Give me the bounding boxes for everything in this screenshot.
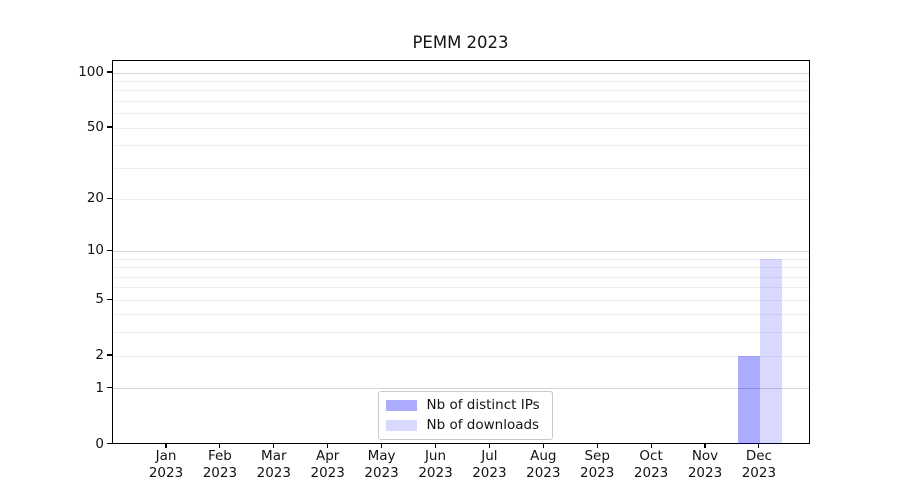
x-tick-label: Dec 2023 — [724, 448, 794, 482]
y-tick-mark — [107, 197, 112, 200]
x-tick-label: Apr 2023 — [293, 448, 363, 482]
x-tick-mark — [488, 443, 490, 448]
x-tick-year: 2023 — [633, 464, 669, 481]
x-tick-month: Jan — [155, 447, 177, 464]
x-tick-mark — [327, 443, 329, 448]
legend-swatch — [385, 399, 417, 412]
y-gridline-minor — [113, 267, 809, 269]
x-tick-label: Sep 2023 — [562, 448, 632, 482]
x-tick-month: Nov — [691, 447, 719, 464]
x-tick-year: 2023 — [202, 464, 238, 481]
x-tick-month: Mar — [261, 447, 287, 464]
x-tick-month: Dec — [745, 447, 772, 464]
y-tick-label: 20 — [86, 190, 104, 207]
x-tick-year: 2023 — [526, 464, 561, 481]
y-tick-mark — [107, 298, 112, 300]
x-tick-year: 2023 — [148, 464, 184, 481]
legend-swatch — [385, 419, 417, 432]
x-tick-mark — [704, 443, 706, 448]
y-gridline-minor — [113, 276, 809, 278]
bar-nb-of-downloads — [759, 259, 782, 445]
x-tick-year: 2023 — [741, 464, 777, 481]
y-gridline-minor — [113, 113, 809, 115]
y-tick-mark — [107, 387, 112, 389]
x-tick-year: 2023 — [310, 464, 345, 481]
x-tick-month: Feb — [207, 447, 232, 464]
x-tick-month: Jul — [481, 447, 498, 464]
x-tick-year: 2023 — [256, 464, 291, 481]
legend-label: Nb of downloads — [426, 417, 540, 433]
y-tick-label: 1 — [95, 379, 104, 396]
y-gridline-minor — [113, 258, 809, 260]
y-gridline-minor — [113, 299, 809, 301]
x-tick-year: 2023 — [580, 464, 615, 481]
y-tick-label: 10 — [86, 242, 104, 259]
x-tick-year: 2023 — [472, 464, 507, 481]
y-gridline-minor — [113, 100, 809, 102]
x-tick-month: Jun — [424, 447, 447, 464]
y-tick-label: 0 — [95, 435, 104, 452]
bar-nb-of-distinct-ips — [737, 356, 760, 445]
plot-area — [112, 59, 810, 445]
x-tick-year: 2023 — [687, 464, 723, 481]
x-tick-month: Apr — [316, 447, 340, 464]
y-gridline-minor — [113, 198, 809, 200]
y-gridline-minor — [113, 80, 809, 82]
chart-title: PEMM 2023 — [412, 33, 509, 52]
x-tick-label: Jan 2023 — [131, 448, 201, 482]
y-gridline-minor — [113, 145, 809, 147]
x-tick-month: Sep — [584, 447, 610, 464]
x-tick-mark — [219, 443, 221, 448]
y-tick-label: 100 — [78, 64, 104, 81]
x-tick-mark — [758, 443, 760, 448]
y-gridline-major — [113, 72, 809, 74]
x-tick-year: 2023 — [364, 464, 399, 481]
x-tick-label: Aug 2023 — [508, 448, 578, 482]
legend-item: Nb of downloads — [385, 417, 540, 433]
x-tick-month: Aug — [530, 447, 557, 464]
legend: Nb of distinct IPs Nb of downloads — [377, 391, 553, 440]
y-gridline-minor — [113, 167, 809, 169]
y-tick-mark — [107, 71, 112, 73]
x-tick-label: Nov 2023 — [670, 448, 740, 482]
y-gridline-minor — [113, 90, 809, 92]
y-gridline-major — [113, 250, 809, 252]
x-tick-mark — [596, 443, 598, 448]
legend-item: Nb of distinct IPs — [385, 397, 540, 413]
legend-label: Nb of distinct IPs — [426, 397, 540, 413]
y-tick-label: 2 — [95, 347, 104, 364]
x-tick-mark — [434, 443, 437, 448]
x-tick-mark — [650, 443, 652, 448]
y-tick-mark — [107, 249, 112, 252]
x-tick-mark — [273, 443, 275, 448]
x-tick-mark — [542, 443, 544, 448]
y-tick-mark — [107, 354, 112, 356]
y-gridline-minor — [113, 332, 809, 334]
y-gridline-major — [113, 388, 809, 390]
y-gridline-minor — [113, 355, 809, 357]
x-tick-mark — [381, 443, 383, 448]
y-tick-mark — [107, 126, 112, 128]
y-tick-label: 50 — [86, 119, 104, 136]
x-tick-label: Jul 2023 — [454, 448, 524, 482]
y-tick-mark — [107, 442, 112, 445]
y-gridline-minor — [113, 314, 809, 316]
x-tick-label: Jun 2023 — [401, 448, 471, 482]
y-gridline-minor — [113, 287, 809, 289]
x-tick-label: Mar 2023 — [239, 448, 309, 482]
y-gridline-minor — [113, 127, 809, 129]
x-tick-year: 2023 — [418, 464, 453, 481]
x-tick-label: May 2023 — [347, 448, 417, 482]
x-tick-label: Oct 2023 — [616, 448, 686, 482]
x-tick-month: Oct — [639, 447, 663, 464]
x-tick-month: May — [367, 447, 396, 464]
x-tick-mark — [165, 443, 167, 448]
y-tick-label: 5 — [95, 291, 104, 308]
x-tick-label: Feb 2023 — [185, 448, 255, 482]
